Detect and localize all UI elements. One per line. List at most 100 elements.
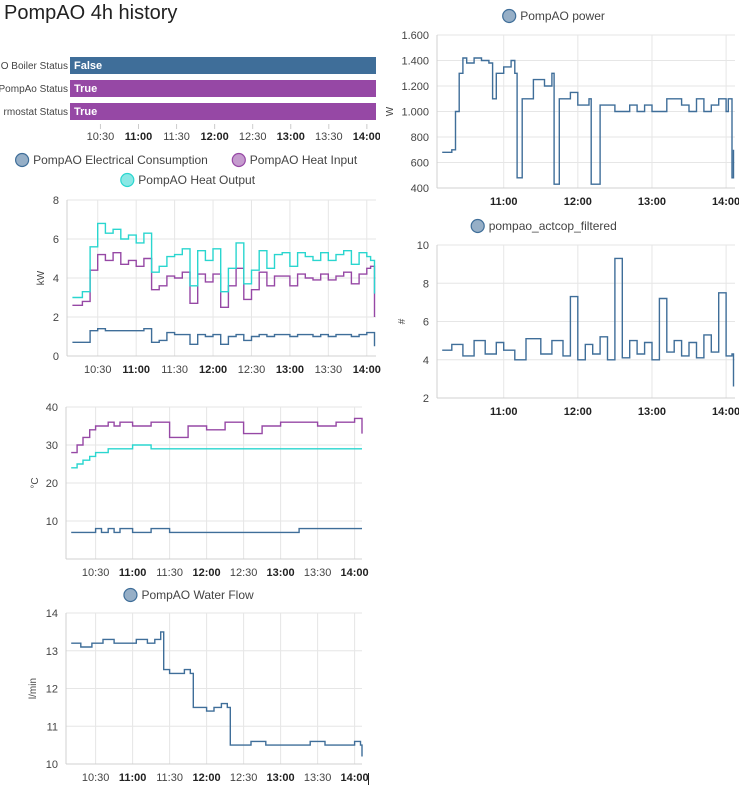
x-tick-label: 14:00 <box>341 567 369 579</box>
status-bar[interactable] <box>70 80 376 97</box>
power-chart: PompAO power 400 600 800 1.000 1.200 1.400 1.60… <box>385 8 739 208</box>
x-tick-label: 10:30 <box>82 567 110 579</box>
legend-label[interactable]: pompao_actcop_filtered <box>489 219 617 233</box>
series-line[interactable] <box>71 631 363 757</box>
x-tick-label: 13:30 <box>315 131 343 143</box>
x-tick-label: 14:00 <box>712 406 739 418</box>
y-tick-label: 0 <box>53 351 59 363</box>
y-tick-label: 6 <box>423 317 429 329</box>
series-line[interactable] <box>442 57 735 185</box>
y-axis-label: l/min <box>28 678 39 699</box>
legend-label[interactable]: PompAO Heat Input <box>250 153 358 167</box>
legend-label[interactable]: PompAO Water Flow <box>141 588 254 602</box>
x-tick-label: 10:30 <box>87 131 115 143</box>
y-tick-label: 40 <box>46 402 58 414</box>
status-bar-value: True <box>74 106 97 118</box>
status-bar-value: False <box>74 60 102 72</box>
x-tick-label: 11:30 <box>156 567 183 579</box>
y-tick-label: 20 <box>46 478 58 490</box>
x-tick-label: 12:00 <box>201 131 229 143</box>
y-tick-label: 13 <box>46 646 58 658</box>
energy-chart: PompAO Electrical Consumption PompAO Heat… <box>15 152 381 376</box>
y-tick-label: 30 <box>46 440 58 452</box>
y-axis-label: °C <box>30 477 41 488</box>
series-line[interactable] <box>72 252 376 317</box>
x-tick-label: 12:00 <box>193 772 221 784</box>
legend-swatch[interactable] <box>502 8 517 24</box>
x-tick-label: 13:00 <box>638 406 666 418</box>
status-row-label: rmostat Status <box>4 107 68 118</box>
x-tick-label: 12:30 <box>230 772 258 784</box>
legend-swatch[interactable] <box>123 587 138 603</box>
x-tick-label: 11:00 <box>490 406 518 418</box>
series-line[interactable] <box>71 527 362 534</box>
y-tick-label: 6 <box>53 234 59 246</box>
x-tick-label: 13:00 <box>638 196 666 208</box>
x-tick-label: 12:00 <box>199 364 227 376</box>
x-tick-label: 11:00 <box>125 131 153 143</box>
legend-label[interactable]: PompAO Electrical Consumption <box>33 153 208 167</box>
legend-label[interactable]: PompAO Heat Output <box>138 173 255 187</box>
x-tick-label: 14:00 <box>341 772 369 784</box>
status-bar-value: True <box>74 83 97 95</box>
legend-swatch[interactable] <box>15 152 30 168</box>
status-row-label: O Boiler Status <box>1 61 68 72</box>
y-tick-label: 1.200 <box>401 81 429 93</box>
legend-swatch[interactable] <box>470 218 485 234</box>
temperature-chart: 10 20 30 40 10:30 11:00 11:30 12:00 12:30 13:00 13… <box>30 402 369 579</box>
x-tick-label: 13:00 <box>277 131 305 143</box>
x-tick-label: 11:00 <box>122 364 150 376</box>
status-bar[interactable] <box>70 57 376 74</box>
y-tick-label: 1.400 <box>401 56 429 68</box>
x-tick-label: 11:00 <box>119 567 147 579</box>
y-tick-label: 2 <box>53 312 59 324</box>
x-tick-label: 11:30 <box>161 364 188 376</box>
y-tick-label: 10 <box>417 240 429 252</box>
y-tick-label: 1.600 <box>401 30 429 42</box>
water-flow-chart: PompAO Water Flow 10 11 12 13 14 10:30 11:00 11:… <box>28 587 369 784</box>
series-line[interactable] <box>442 257 735 387</box>
x-tick-label: 13:30 <box>304 567 332 579</box>
legend-label[interactable]: PompAO power <box>520 9 605 23</box>
x-tick-label: 11:00 <box>119 772 147 784</box>
y-tick-label: 10 <box>46 759 58 771</box>
y-tick-label: 600 <box>411 158 429 170</box>
x-tick-label: 13:00 <box>267 772 295 784</box>
y-axis-label: # <box>397 318 408 324</box>
y-tick-label: 10 <box>46 516 58 528</box>
status-bar[interactable] <box>70 103 376 120</box>
y-axis-label: W <box>385 106 396 116</box>
x-tick-label: 11:30 <box>163 131 190 143</box>
legend-swatch[interactable] <box>120 172 135 188</box>
x-tick-label: 12:30 <box>230 567 258 579</box>
x-tick-label: 11:00 <box>490 196 518 208</box>
y-tick-label: 2 <box>423 393 429 405</box>
x-tick-label: 12:00 <box>193 567 221 579</box>
series-line[interactable] <box>72 222 376 299</box>
x-tick-label: 10:30 <box>84 364 112 376</box>
x-tick-label: 14:00 <box>712 196 739 208</box>
page-title: PompAO 4h history <box>4 2 178 24</box>
y-tick-label: 8 <box>53 195 59 207</box>
y-tick-label: 11 <box>47 721 58 733</box>
x-tick-label: 11:30 <box>156 772 183 784</box>
y-tick-label: 14 <box>46 608 58 620</box>
series-line[interactable] <box>71 417 363 454</box>
y-tick-label: 4 <box>53 273 59 285</box>
series-line[interactable] <box>72 328 376 347</box>
x-tick-label: 10:30 <box>82 772 110 784</box>
y-tick-label: 800 <box>411 132 429 144</box>
x-tick-label: 12:30 <box>239 131 267 143</box>
y-tick-label: 400 <box>411 183 429 195</box>
y-tick-label: 1.000 <box>401 107 429 119</box>
x-tick-label: 12:00 <box>564 196 592 208</box>
x-tick-label: 13:30 <box>304 772 332 784</box>
x-tick-label: 13:00 <box>267 567 295 579</box>
legend-swatch[interactable] <box>231 152 246 168</box>
cop-chart: pompao_actcop_filtered 2 4 6 8 10 11:00 12:00 13… <box>397 218 739 418</box>
x-tick-label: 12:30 <box>238 364 266 376</box>
series-line[interactable] <box>71 444 362 469</box>
x-tick-label: 12:00 <box>564 406 592 418</box>
text-cursor <box>368 773 369 785</box>
